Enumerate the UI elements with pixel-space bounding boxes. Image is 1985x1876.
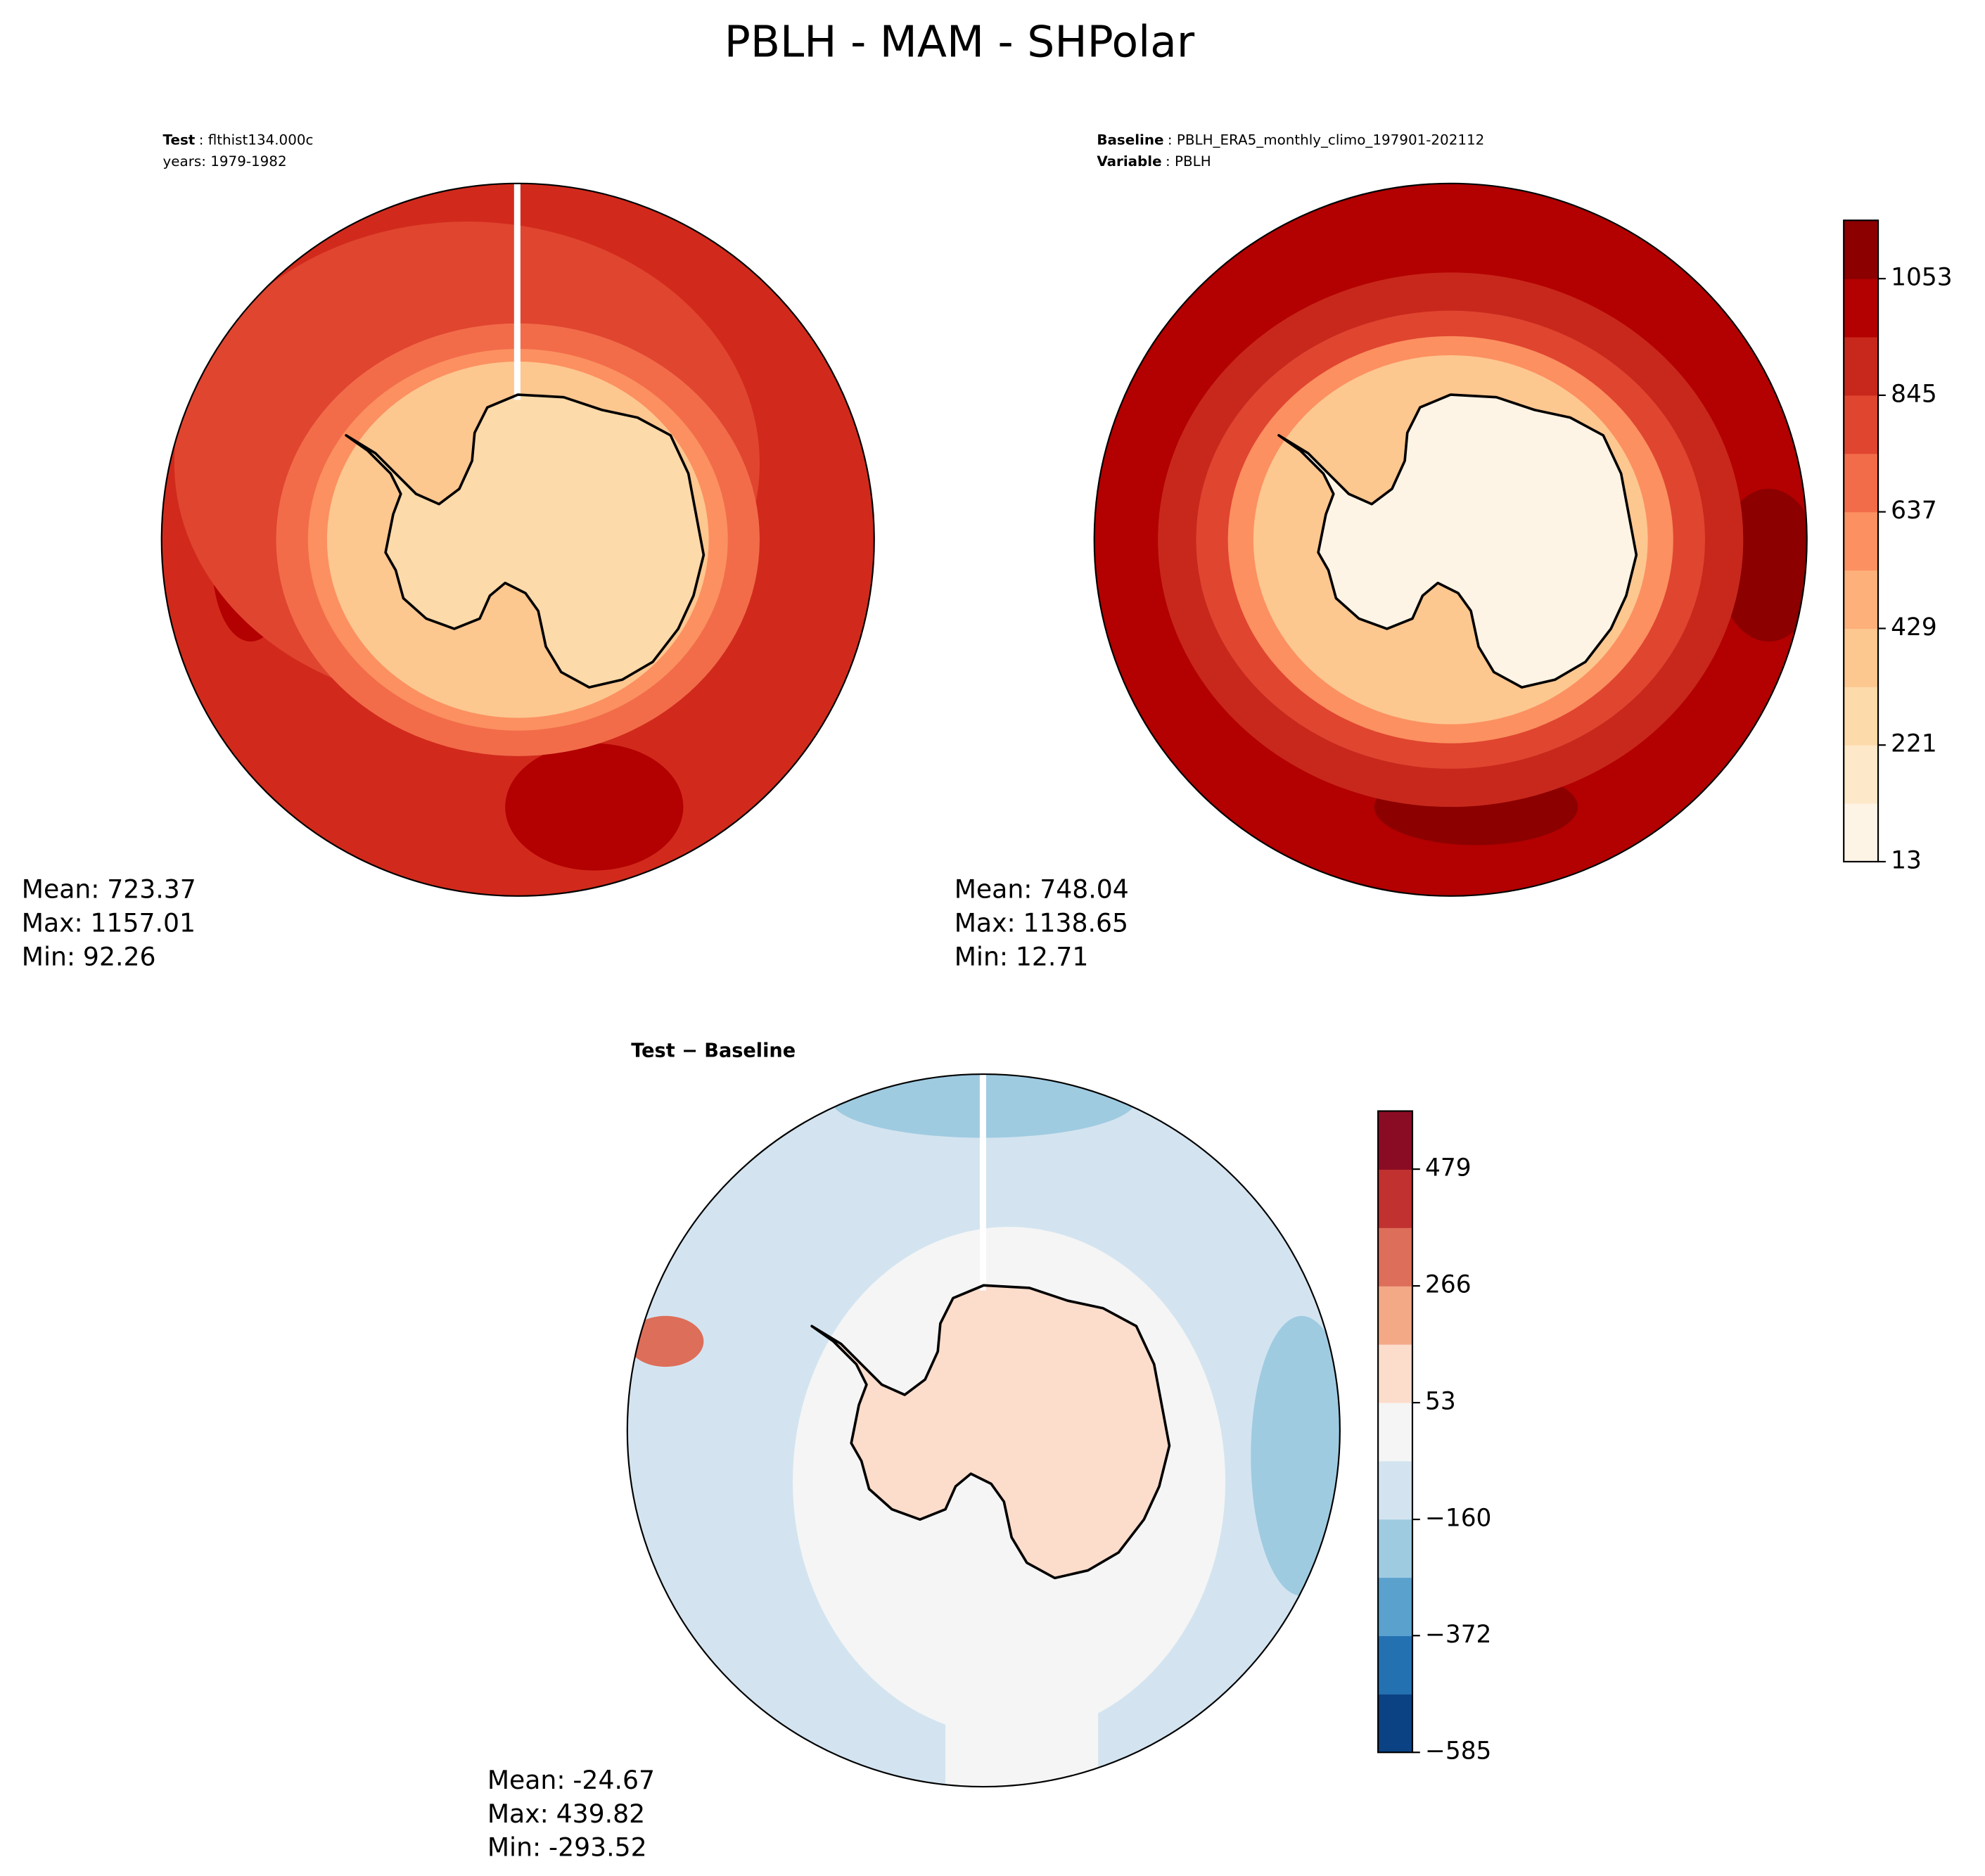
colorbar-band — [1378, 1227, 1412, 1287]
colorbar-band — [1378, 1519, 1412, 1578]
stat-label: Min: — [487, 1832, 541, 1863]
colorbar-tick-label: −372 — [1425, 1621, 1491, 1649]
subtitle-key: Variable — [1097, 153, 1161, 170]
colorbar-frame — [1377, 1110, 1414, 1754]
panel-subtitle: years: 1979-1982 — [163, 153, 287, 170]
stat: Mean: 723.37 — [22, 874, 196, 905]
colorbar-band — [1844, 220, 1879, 279]
colorbar-band — [1378, 1635, 1412, 1695]
stat-label: Mean: — [955, 874, 1033, 905]
stat: Min: -293.52 — [487, 1832, 647, 1863]
stat-value: 439.82 — [556, 1799, 646, 1829]
map-difference — [626, 1073, 1341, 1788]
stat-value: 723.37 — [107, 874, 196, 905]
colorbar-tick-label: 266 — [1425, 1271, 1472, 1299]
stat: Max: 1138.65 — [955, 908, 1128, 938]
colorbar-band — [1378, 1111, 1412, 1170]
colorbar-band — [1844, 745, 1879, 804]
stat-label: Max: — [22, 908, 83, 938]
subtitle-key: Test − Baseline — [631, 1040, 796, 1061]
colorbar-band — [1844, 511, 1879, 571]
subtitle-key: Baseline — [1097, 132, 1163, 148]
colorbar-band — [1378, 1402, 1412, 1462]
map-baseline — [1093, 182, 1808, 897]
colorbar-frame — [1843, 219, 1879, 863]
colorbar-tick-label: 221 — [1891, 730, 1937, 758]
colorbar-band — [1844, 803, 1879, 862]
stat: Max: 1157.01 — [22, 908, 196, 938]
colorbar-band — [1378, 1169, 1412, 1228]
figure-title: PBLH - MAM - SHPolar — [725, 17, 1195, 68]
colorbar-band — [1844, 628, 1879, 687]
stat-value: 12.71 — [1016, 941, 1089, 971]
colorbar-band — [1844, 279, 1879, 338]
colorbar-band — [1844, 395, 1879, 454]
panel-subtitle: Test: flthist134.000c — [163, 132, 314, 148]
colorbar-tick-label: 845 — [1891, 380, 1937, 408]
stat-label: Max: — [487, 1799, 549, 1829]
colorbar-tick-label: 1053 — [1891, 264, 1952, 292]
panel-subtitle: Test − Baseline — [631, 1040, 796, 1061]
colorbar-band — [1844, 337, 1879, 396]
stat: Mean: 748.04 — [955, 874, 1129, 905]
subtitle-value: : flthist134.000c — [199, 132, 314, 148]
colorbar-tick-label: −585 — [1425, 1737, 1491, 1766]
colorbar-band — [1378, 1694, 1412, 1753]
colorbar-band — [1844, 687, 1879, 746]
colorbar-tick-label: −160 — [1425, 1505, 1491, 1533]
colorbar-tick-label: 479 — [1425, 1154, 1472, 1182]
colorbar-band — [1378, 1344, 1412, 1403]
stat: Min: 12.71 — [955, 941, 1089, 971]
stat-label: Min: — [955, 941, 1008, 971]
map-test — [160, 182, 875, 897]
colorbar-tick-label: 53 — [1425, 1388, 1456, 1416]
subtitle-key: Test — [163, 132, 196, 148]
stat-value: -24.67 — [573, 1765, 655, 1795]
stat-label: Min: — [22, 941, 75, 971]
stat-label: Max: — [955, 908, 1016, 938]
colorbar-tick-label: 637 — [1891, 497, 1937, 525]
colorbar-tick-label: 429 — [1891, 613, 1937, 642]
colorbar-band — [1378, 1286, 1412, 1345]
stat: Max: 439.82 — [487, 1799, 645, 1829]
panel-subtitle: Variable : PBLH — [1097, 153, 1211, 170]
colorbar-band — [1844, 453, 1879, 513]
stat-value: 92.26 — [83, 941, 156, 971]
colorbar-band — [1844, 570, 1879, 629]
colorbar-band — [1378, 1577, 1412, 1637]
stat-value: -293.52 — [549, 1832, 647, 1863]
stat-label: Mean: — [22, 874, 100, 905]
panel-subtitle: Baseline : PBLH_ERA5_monthly_climo_197901… — [1097, 132, 1484, 148]
stat-value: 748.04 — [1040, 874, 1129, 905]
stat: Mean: -24.67 — [487, 1765, 655, 1795]
colorbar-band — [1378, 1460, 1412, 1520]
stat-label: Mean: — [487, 1765, 566, 1795]
subtitle-value: : PBLH_ERA5_monthly_climo_197901-202112 — [1168, 132, 1484, 148]
stat-value: 1138.65 — [1023, 908, 1129, 938]
subtitle-value: years: 1979-1982 — [163, 153, 287, 170]
subtitle-value: : PBLH — [1166, 153, 1211, 170]
colorbar-tick-label: 13 — [1891, 846, 1922, 874]
stat-value: 1157.01 — [91, 908, 196, 938]
stat: Min: 92.26 — [22, 941, 156, 971]
